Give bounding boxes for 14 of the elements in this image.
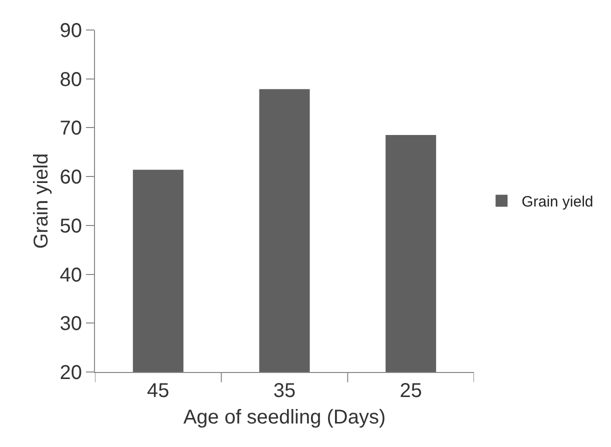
y-tick-label: 40 — [60, 264, 82, 286]
x-axis-title: Age of seedling (Days) — [183, 406, 386, 428]
y-tick-label: 30 — [60, 313, 82, 336]
x-tick-label: 45 — [147, 380, 170, 402]
y-tick-label: 20 — [60, 362, 82, 384]
y-tick-label: 70 — [60, 118, 82, 140]
y-tick-label: 50 — [60, 215, 82, 238]
y-tick-label: 60 — [60, 166, 82, 189]
legend-label: Grain yield — [522, 194, 594, 211]
y-axis-title: Grain yield — [30, 153, 52, 249]
y-tick-label: 80 — [60, 68, 82, 91]
x-tick-label: 35 — [273, 380, 296, 402]
x-tick-label: 25 — [400, 380, 422, 402]
y-tick-label: 90 — [60, 20, 82, 42]
